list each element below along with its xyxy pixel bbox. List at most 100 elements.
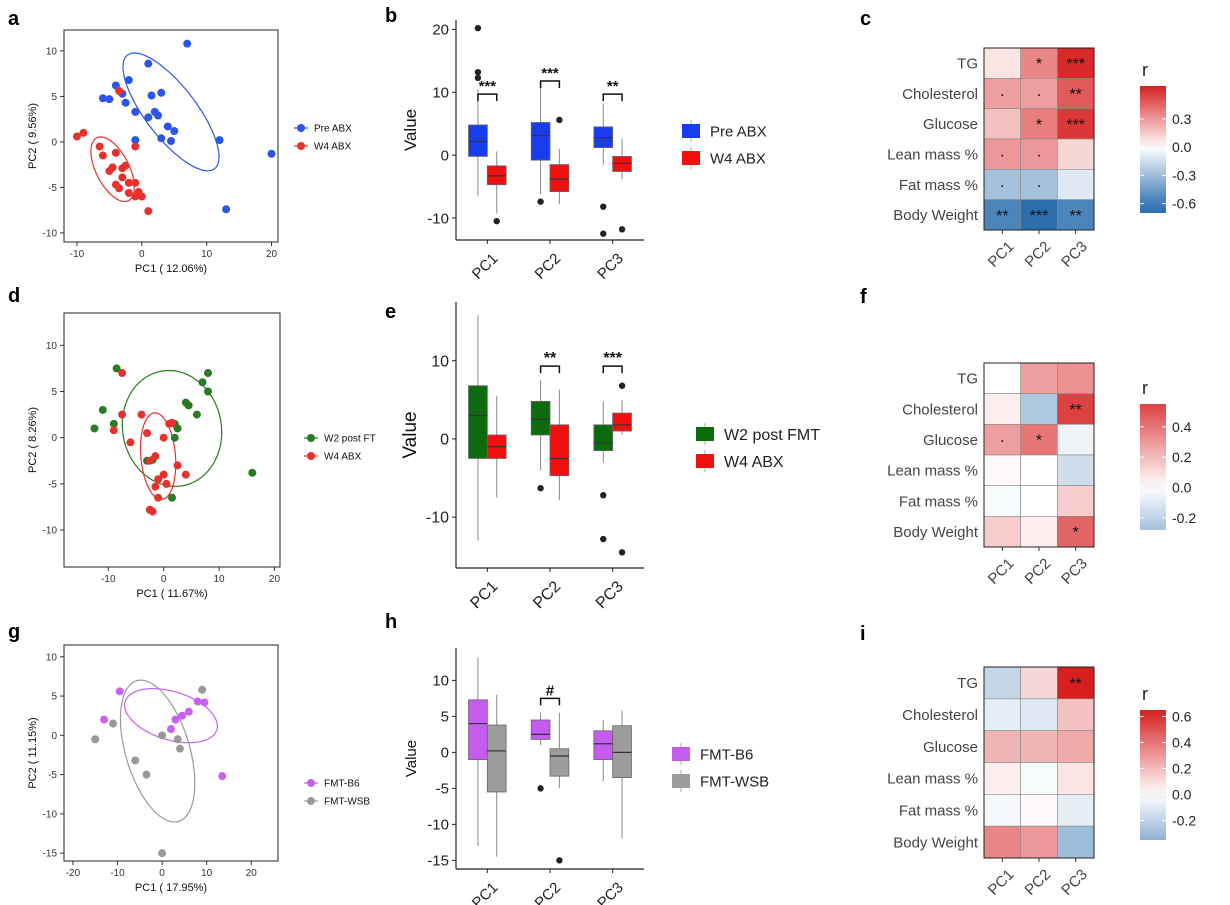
colorbar-tick-label: 0.3 [1172, 111, 1192, 127]
y-tick-label: -15 [427, 853, 449, 870]
x-tick-label: PC1 [469, 879, 502, 905]
heatmap-cell [1020, 698, 1058, 731]
box [612, 412, 632, 432]
col-label: PC3 [1058, 866, 1091, 899]
data-point [143, 429, 152, 438]
y-tick-label: 20 [432, 22, 449, 39]
legend-key-box [682, 124, 700, 138]
y-tick-label: -10 [427, 210, 449, 227]
outlier-point [537, 198, 544, 205]
x-tick-label: 10 [201, 249, 213, 260]
heatmap-cell [983, 485, 1021, 517]
y-tick-label: 0 [441, 147, 449, 164]
data-point [193, 697, 202, 706]
data-point [173, 461, 182, 470]
significance-bracket [539, 697, 561, 706]
data-point [158, 731, 167, 740]
data-point [137, 410, 146, 419]
box [549, 164, 570, 192]
outlier-point [474, 74, 482, 82]
data-point [184, 707, 193, 716]
y-tick-label: -10 [426, 510, 449, 527]
data-point [154, 475, 163, 484]
data-point [173, 735, 182, 744]
row-label: Lean mass % [887, 146, 978, 163]
heatmap-cell [1057, 169, 1095, 200]
y-tick-label: -10 [427, 817, 449, 834]
confidence-ellipse [122, 52, 220, 172]
panel-label-g: g [8, 621, 20, 643]
heatmap-cell [1020, 485, 1058, 517]
heatmap-panel-c: TG * ***Cholesterol · · **Glucose * ***Lean mas… [887, 47, 1196, 271]
data-point [144, 59, 153, 68]
x-tick-label: PC3 [593, 578, 627, 612]
data-point [154, 111, 163, 120]
plot-frame [63, 29, 279, 243]
legend-key-box [672, 747, 690, 761]
heatmap-cell [983, 362, 1021, 394]
heatmap-cell [1020, 825, 1058, 859]
x-tick-label: -20 [66, 868, 81, 879]
y-tick-label: 10 [431, 353, 449, 370]
outlier-point [556, 857, 563, 864]
x-tick-label: 10 [214, 574, 226, 585]
heatmap-cell [983, 825, 1021, 859]
x-tick-label: PC3 [594, 250, 627, 283]
data-point [100, 715, 109, 724]
x-tick-label: -10 [110, 868, 125, 879]
colorbar-tick-label: 0.0 [1172, 479, 1192, 495]
row-label: Glucose [923, 116, 978, 133]
row-label: Cholesterol [902, 707, 978, 724]
outlier-point [556, 116, 563, 124]
panel-label-d: d [8, 285, 20, 307]
x-tick-label: 0 [159, 868, 165, 879]
data-point [165, 419, 174, 428]
heatmap-cell [1020, 730, 1058, 763]
data-point [126, 438, 135, 447]
legend-key-box [682, 151, 700, 165]
legend-label: W2 post FMT [724, 427, 820, 444]
data-point [124, 188, 133, 197]
heatmap-cell [983, 516, 1021, 548]
cell-annotation: *** [1066, 117, 1085, 134]
significance-bracket [539, 80, 561, 88]
col-label: PC1 [985, 555, 1018, 588]
heatmap-cell [983, 794, 1021, 827]
data-point [162, 479, 171, 488]
data-point [154, 493, 163, 502]
box [486, 165, 507, 186]
data-point [163, 122, 172, 131]
box [486, 724, 507, 793]
x-tick-label: 20 [246, 868, 258, 879]
heatmap-cell [1057, 362, 1095, 394]
box [468, 699, 488, 760]
data-point [131, 107, 140, 116]
colorbar [1140, 710, 1166, 840]
colorbar-tick-label: 0.0 [1172, 787, 1192, 803]
significance-label: # [546, 682, 555, 699]
row-label: Lean mass % [887, 463, 978, 480]
data-point [118, 164, 127, 173]
box [468, 385, 488, 459]
cell-annotation: · [1036, 178, 1041, 195]
heatmap-cell [983, 666, 1021, 700]
data-point [151, 482, 160, 491]
row-label: Cholesterol [902, 401, 978, 418]
data-point [222, 205, 231, 214]
x-tick-label: PC3 [594, 879, 627, 905]
y-axis-label: Value [403, 740, 420, 777]
outlier-point [600, 230, 607, 237]
heatmap-cell [1020, 78, 1058, 109]
outlier-point [474, 24, 482, 32]
cell-annotation: ** [1069, 676, 1081, 693]
heatmap-panel-i: TG ** Cholesterol Glucose Lean mass % Fat mas… [887, 666, 1196, 899]
data-point [218, 772, 227, 781]
data-point [200, 698, 209, 707]
panel-label-h: h [385, 611, 397, 633]
cell-annotation: · [1036, 147, 1041, 164]
significance-label: ** [544, 350, 557, 367]
data-point [204, 369, 212, 378]
heatmap-cell [1057, 424, 1095, 456]
